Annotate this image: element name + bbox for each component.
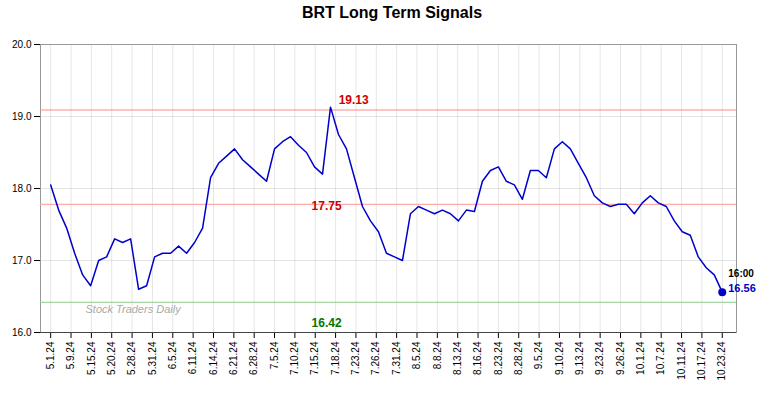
svg-text:7.15.24: 7.15.24 [309, 341, 320, 375]
svg-text:8.13.24: 8.13.24 [452, 341, 463, 375]
svg-text:10.17.24: 10.17.24 [696, 341, 707, 380]
svg-text:5.31.24: 5.31.24 [147, 341, 158, 375]
svg-text:5.28.24: 5.28.24 [126, 341, 137, 375]
svg-text:9.26.24: 9.26.24 [615, 341, 626, 375]
svg-text:9.13.24: 9.13.24 [574, 341, 585, 375]
svg-text:5.20.24: 5.20.24 [106, 341, 117, 375]
svg-text:8.8.24: 8.8.24 [432, 341, 443, 369]
svg-text:5.1.24: 5.1.24 [45, 341, 56, 369]
svg-text:17.0: 17.0 [12, 255, 32, 266]
svg-text:20.0: 20.0 [12, 39, 32, 50]
svg-text:8.5.24: 8.5.24 [411, 341, 422, 369]
svg-text:6.5.24: 6.5.24 [167, 341, 178, 369]
svg-text:9.5.24: 9.5.24 [533, 341, 544, 369]
svg-text:16:00: 16:00 [728, 268, 754, 279]
svg-text:6.14.24: 6.14.24 [208, 341, 219, 375]
svg-text:6.11.24: 6.11.24 [187, 341, 198, 374]
svg-text:8.23.24: 8.23.24 [493, 341, 504, 375]
svg-text:19.0: 19.0 [12, 111, 32, 122]
svg-text:9.23.24: 9.23.24 [594, 341, 605, 375]
svg-text:9.10.24: 9.10.24 [554, 341, 565, 375]
svg-text:7.26.24: 7.26.24 [370, 341, 381, 375]
svg-text:8.28.24: 8.28.24 [513, 341, 524, 375]
svg-text:7.10.24: 7.10.24 [289, 341, 300, 375]
html-text:BRT Long Term Signals: BRT Long Term Signals [301, 4, 483, 21]
svg-text:10.23.24: 10.23.24 [716, 341, 727, 380]
svg-text:10.1.24: 10.1.24 [635, 341, 646, 375]
svg-text:8.16.24: 8.16.24 [472, 341, 483, 375]
svg-text:7.18.24: 7.18.24 [330, 341, 341, 375]
svg-text:5.9.24: 5.9.24 [65, 341, 76, 369]
svg-text:5.15.24: 5.15.24 [86, 341, 97, 375]
svg-text:Stock Traders Daily: Stock Traders Daily [86, 303, 183, 315]
svg-text:17.75: 17.75 [312, 199, 342, 213]
svg-text:7.31.24: 7.31.24 [391, 341, 402, 375]
svg-text:7.23.24: 7.23.24 [350, 341, 361, 375]
svg-text:16.0: 16.0 [12, 327, 32, 338]
svg-text:16.42: 16.42 [312, 316, 342, 330]
svg-text:19.13: 19.13 [339, 93, 369, 107]
svg-text:6.21.24: 6.21.24 [228, 341, 239, 375]
svg-text:10.11.24: 10.11.24 [676, 341, 687, 380]
svg-text:16.56: 16.56 [728, 282, 756, 294]
svg-text:6.28.24: 6.28.24 [248, 341, 259, 375]
svg-text:10.7.24: 10.7.24 [655, 341, 666, 375]
svg-text:18.0: 18.0 [12, 183, 32, 194]
svg-text:7.5.24: 7.5.24 [269, 341, 280, 369]
